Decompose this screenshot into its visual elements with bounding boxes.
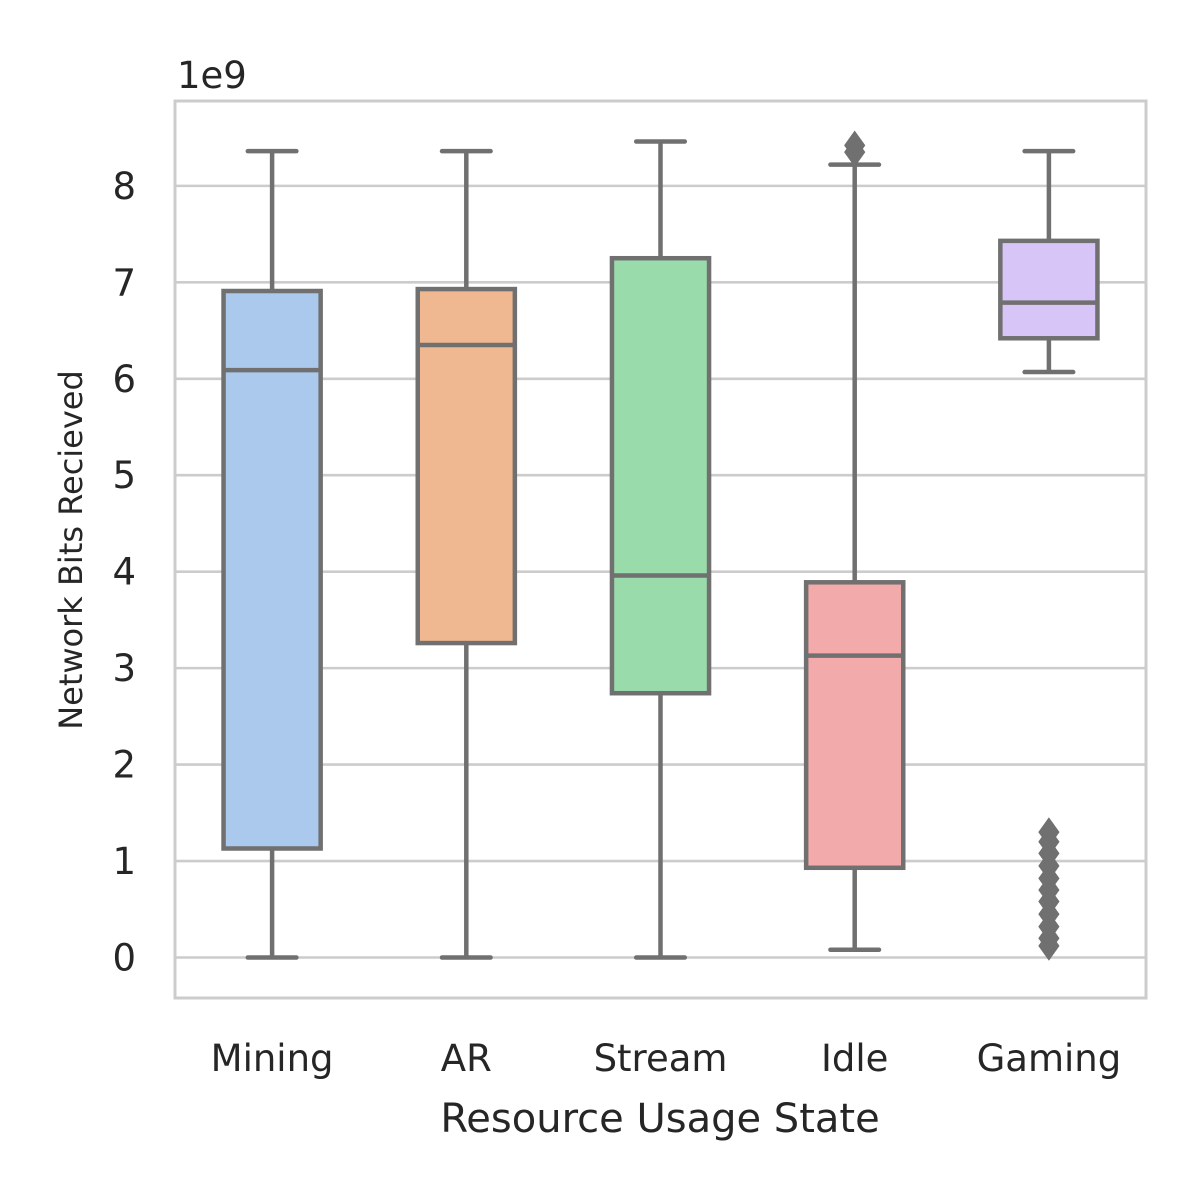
y-axis-title: Network Bits Recieved (52, 370, 90, 730)
y-tick-label-6: 6 (112, 358, 136, 401)
x-axis-title: Resource Usage State (440, 1096, 879, 1142)
box-gaming (998, 148, 1100, 961)
box-mining (221, 148, 323, 960)
plot-frame (173, 99, 1148, 1000)
y-tick-label-5: 5 (112, 454, 136, 497)
box-idle (803, 130, 906, 953)
y-tick-label-2: 2 (112, 744, 136, 787)
y-tick-label-1: 1 (112, 840, 136, 883)
box-ar (415, 148, 518, 960)
box-stream (609, 139, 712, 960)
x-tick-label-mining: Mining (211, 1037, 334, 1080)
y-tick-label-3: 3 (112, 647, 136, 690)
iqr-box-idle (803, 580, 906, 871)
x-tick-label-ar: AR (441, 1037, 492, 1080)
x-tick-label-idle: Idle (821, 1037, 888, 1080)
x-tick-label-stream: Stream (594, 1037, 728, 1080)
iqr-box-gaming (998, 238, 1100, 341)
y-tick-label-8: 8 (112, 165, 136, 208)
x-tick-label-gaming: Gaming (977, 1037, 1122, 1080)
y-offset-label: 1e9 (177, 54, 247, 97)
outlier-gaming-10 (1038, 817, 1060, 847)
boxes (221, 130, 1100, 961)
iqr-box-stream (609, 255, 712, 696)
iqr-box-mining (221, 288, 323, 851)
y-tick-labels: 0 1 2 3 4 5 6 7 8 (112, 165, 136, 980)
y-tick-label-7: 7 (112, 261, 136, 304)
outlier-idle-1 (844, 130, 866, 161)
y-tick-label-0: 0 (112, 936, 136, 979)
y-tick-label-4: 4 (112, 551, 136, 594)
x-tick-labels: Mining AR Stream Idle Gaming (211, 1037, 1122, 1080)
iqr-box-ar (415, 286, 518, 646)
